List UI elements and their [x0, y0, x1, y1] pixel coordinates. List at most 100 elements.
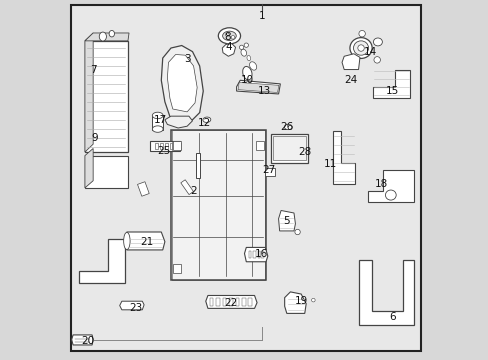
Bar [216, 298, 219, 306]
Ellipse shape [249, 62, 256, 70]
Ellipse shape [373, 38, 382, 46]
Polygon shape [278, 211, 295, 231]
Text: 26: 26 [280, 122, 293, 132]
Polygon shape [238, 82, 278, 93]
Bar [242, 298, 245, 306]
Ellipse shape [239, 45, 244, 49]
Text: 21: 21 [140, 237, 153, 247]
Bar [150, 141, 179, 151]
Text: 17: 17 [153, 115, 166, 125]
Ellipse shape [109, 31, 114, 37]
Bar [248, 251, 250, 258]
Text: 15: 15 [385, 86, 398, 96]
Polygon shape [85, 156, 128, 188]
Ellipse shape [349, 38, 371, 58]
Bar [181, 180, 193, 195]
Polygon shape [372, 69, 409, 98]
Polygon shape [341, 54, 359, 69]
Bar [173, 141, 181, 150]
Text: 27: 27 [262, 165, 275, 175]
Polygon shape [359, 260, 413, 325]
Text: 2: 2 [190, 186, 197, 197]
Bar [137, 182, 149, 196]
Bar [160, 143, 163, 149]
Ellipse shape [244, 43, 248, 47]
Text: 24: 24 [344, 75, 357, 85]
Bar [152, 115, 163, 130]
Polygon shape [236, 80, 280, 94]
Text: 20: 20 [81, 336, 94, 346]
Text: 14: 14 [364, 46, 377, 57]
Polygon shape [205, 296, 257, 309]
Polygon shape [222, 44, 235, 56]
Polygon shape [85, 33, 93, 152]
Polygon shape [85, 33, 129, 41]
Text: 8: 8 [224, 32, 230, 41]
Text: 28: 28 [298, 147, 311, 157]
Polygon shape [167, 54, 197, 112]
Polygon shape [333, 131, 354, 184]
Text: 25: 25 [157, 145, 170, 156]
Text: 13: 13 [257, 86, 270, 96]
Bar [169, 143, 172, 149]
Polygon shape [171, 130, 265, 280]
Polygon shape [125, 232, 164, 250]
Polygon shape [120, 301, 144, 310]
Text: 10: 10 [240, 75, 253, 85]
Text: 5: 5 [283, 216, 289, 226]
Bar [253, 251, 255, 258]
Ellipse shape [284, 124, 292, 130]
Text: 12: 12 [197, 118, 210, 128]
Ellipse shape [225, 33, 228, 37]
Ellipse shape [242, 67, 251, 80]
Bar [222, 298, 226, 306]
Ellipse shape [373, 57, 380, 63]
Ellipse shape [241, 49, 246, 56]
Text: 16: 16 [255, 248, 268, 258]
Ellipse shape [203, 117, 210, 122]
Bar [178, 143, 180, 149]
Ellipse shape [358, 31, 365, 37]
Text: 7: 7 [90, 64, 97, 75]
Polygon shape [72, 335, 93, 345]
Polygon shape [271, 134, 308, 163]
Bar [155, 143, 158, 149]
Ellipse shape [222, 31, 236, 41]
Text: 11: 11 [323, 159, 337, 169]
Polygon shape [85, 41, 128, 152]
Bar [164, 143, 167, 149]
Bar [248, 298, 251, 306]
Ellipse shape [99, 32, 106, 41]
Text: 22: 22 [224, 298, 237, 308]
Text: 19: 19 [294, 296, 307, 306]
Ellipse shape [353, 41, 368, 55]
Bar [261, 251, 263, 258]
Text: 18: 18 [374, 179, 387, 189]
Ellipse shape [294, 229, 300, 235]
Ellipse shape [152, 112, 163, 119]
Ellipse shape [152, 126, 163, 132]
Bar [209, 298, 213, 306]
Text: 1: 1 [258, 11, 264, 21]
Bar [228, 298, 232, 306]
Polygon shape [79, 239, 125, 283]
Bar [257, 251, 260, 258]
Ellipse shape [123, 232, 130, 249]
Polygon shape [164, 116, 192, 128]
Text: 3: 3 [183, 54, 190, 64]
Bar [172, 130, 264, 280]
Ellipse shape [218, 28, 240, 44]
Bar [196, 153, 199, 178]
Bar [173, 265, 181, 273]
Bar [255, 141, 263, 150]
Polygon shape [85, 148, 93, 188]
Ellipse shape [311, 298, 314, 302]
Polygon shape [273, 136, 305, 160]
Text: 4: 4 [224, 42, 231, 52]
Polygon shape [284, 292, 305, 314]
Ellipse shape [357, 45, 364, 51]
Ellipse shape [246, 55, 250, 61]
Ellipse shape [231, 36, 234, 39]
Bar [265, 168, 275, 176]
Text: 23: 23 [129, 303, 142, 314]
